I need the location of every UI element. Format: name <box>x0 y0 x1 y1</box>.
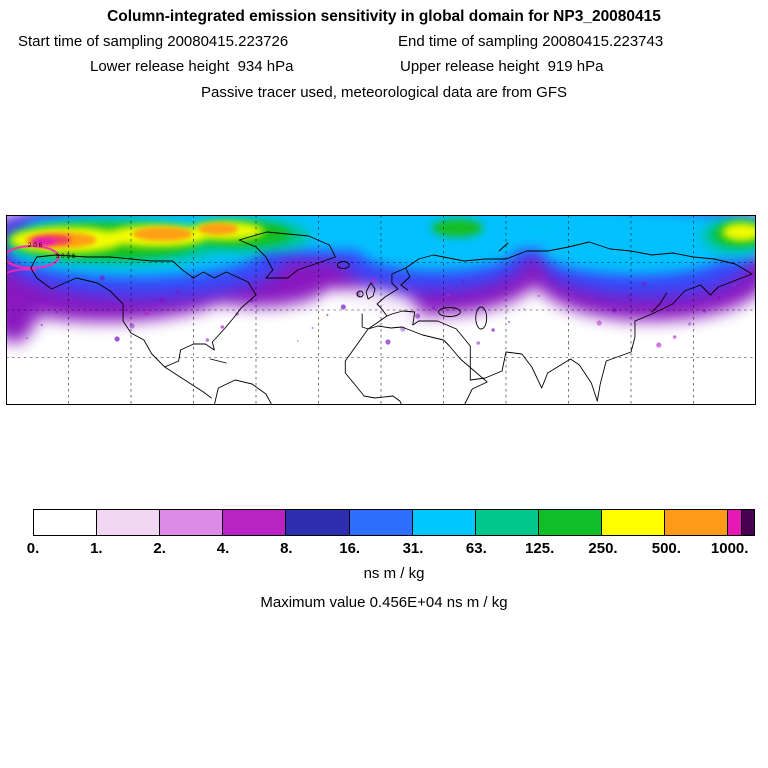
release-contour-arc <box>6 268 37 274</box>
colorbar-segment <box>537 510 601 535</box>
colorbar-ticks: 0. 1. 2. 4. 8. 16. 31. 63. 125. 250. 500. 1000. <box>27 540 755 558</box>
colorbar <box>33 509 755 536</box>
coast-caspian-sea <box>475 306 488 330</box>
map-panel: 2 0 6 3 0 9 6 <box>6 215 756 405</box>
upper-release-label: Upper release height 919 hPa <box>400 58 604 75</box>
colorbar-tick-label: 2. <box>153 540 166 557</box>
coast-black-sea <box>438 307 461 317</box>
colorbar-segment <box>34 510 97 535</box>
coast-eurasia-south <box>386 310 598 402</box>
coast-africa <box>344 325 488 405</box>
colorbar-segment <box>600 510 665 535</box>
field-hotspot-layer <box>30 235 72 246</box>
coast-novaya-zemlya <box>498 242 509 252</box>
coastlines <box>30 231 753 405</box>
release-contour-ring <box>6 244 60 270</box>
colorbar-tick-label: 500. <box>651 540 681 557</box>
coast-south-america <box>213 379 273 405</box>
colorbar-tick-label: 1000. <box>710 540 749 557</box>
colorbar-segment <box>348 510 412 535</box>
colorbar-segment <box>727 510 741 535</box>
colorbar-segment <box>740 510 755 535</box>
colorbar-tick-label: 31. <box>402 540 424 557</box>
coast-north-america <box>30 254 257 368</box>
map-border <box>6 215 756 405</box>
coast-british-isles <box>365 282 376 300</box>
colorbar-tick-label: 0. <box>26 540 40 557</box>
end-time-label: End time of sampling 20080415.223743 <box>398 33 664 50</box>
colorbar-tick-label: 4. <box>216 540 230 557</box>
colorbar-segment <box>474 510 538 535</box>
coast-cuba <box>209 358 227 364</box>
speckle-layer <box>10 275 736 348</box>
tracer-label: Passive tracer used, meteorological data… <box>201 84 567 101</box>
colorbar-tick-label: 8. <box>280 540 293 557</box>
start-time-label: Start time of sampling 20080415.223726 <box>18 33 289 50</box>
colorbar-tick-label: 250. <box>588 540 618 557</box>
colorbar-tick-label: 63. <box>465 540 487 557</box>
coast-japan <box>651 292 668 313</box>
map-annotation: 3 0 9 6 <box>56 253 76 260</box>
colorbar-tick-label: 125. <box>525 540 555 557</box>
colorbar-segment <box>96 510 160 535</box>
colorbar-segment <box>411 510 475 535</box>
coast-eurasia-north <box>361 241 753 402</box>
coast-greenland <box>238 231 336 279</box>
coast-iceland <box>336 261 350 269</box>
colorbar-tick-label: 1. <box>90 540 103 557</box>
colorbar-tick-label: 16. <box>339 540 361 557</box>
max-value-label: Maximum value 0.456E+04 ns m / kg <box>260 594 508 611</box>
coast-ireland <box>356 290 364 298</box>
colorbar-segment <box>159 510 223 535</box>
colorbar-units-label: ns m / kg <box>363 565 425 582</box>
coast-central-america <box>164 366 212 399</box>
lower-release-label: Lower release height 934 hPa <box>90 58 294 75</box>
sensitivity-field <box>6 215 756 348</box>
colorbar-segment <box>222 510 286 535</box>
colorbar-segment <box>664 510 728 535</box>
colorbar-segment <box>285 510 349 535</box>
map-annotation: 2 0 6 <box>28 242 43 249</box>
coast-baltic <box>400 267 411 291</box>
page-title: Column-integrated emission sensitivity i… <box>107 8 661 25</box>
map-svg: 2 0 6 3 0 9 6 <box>6 215 756 405</box>
